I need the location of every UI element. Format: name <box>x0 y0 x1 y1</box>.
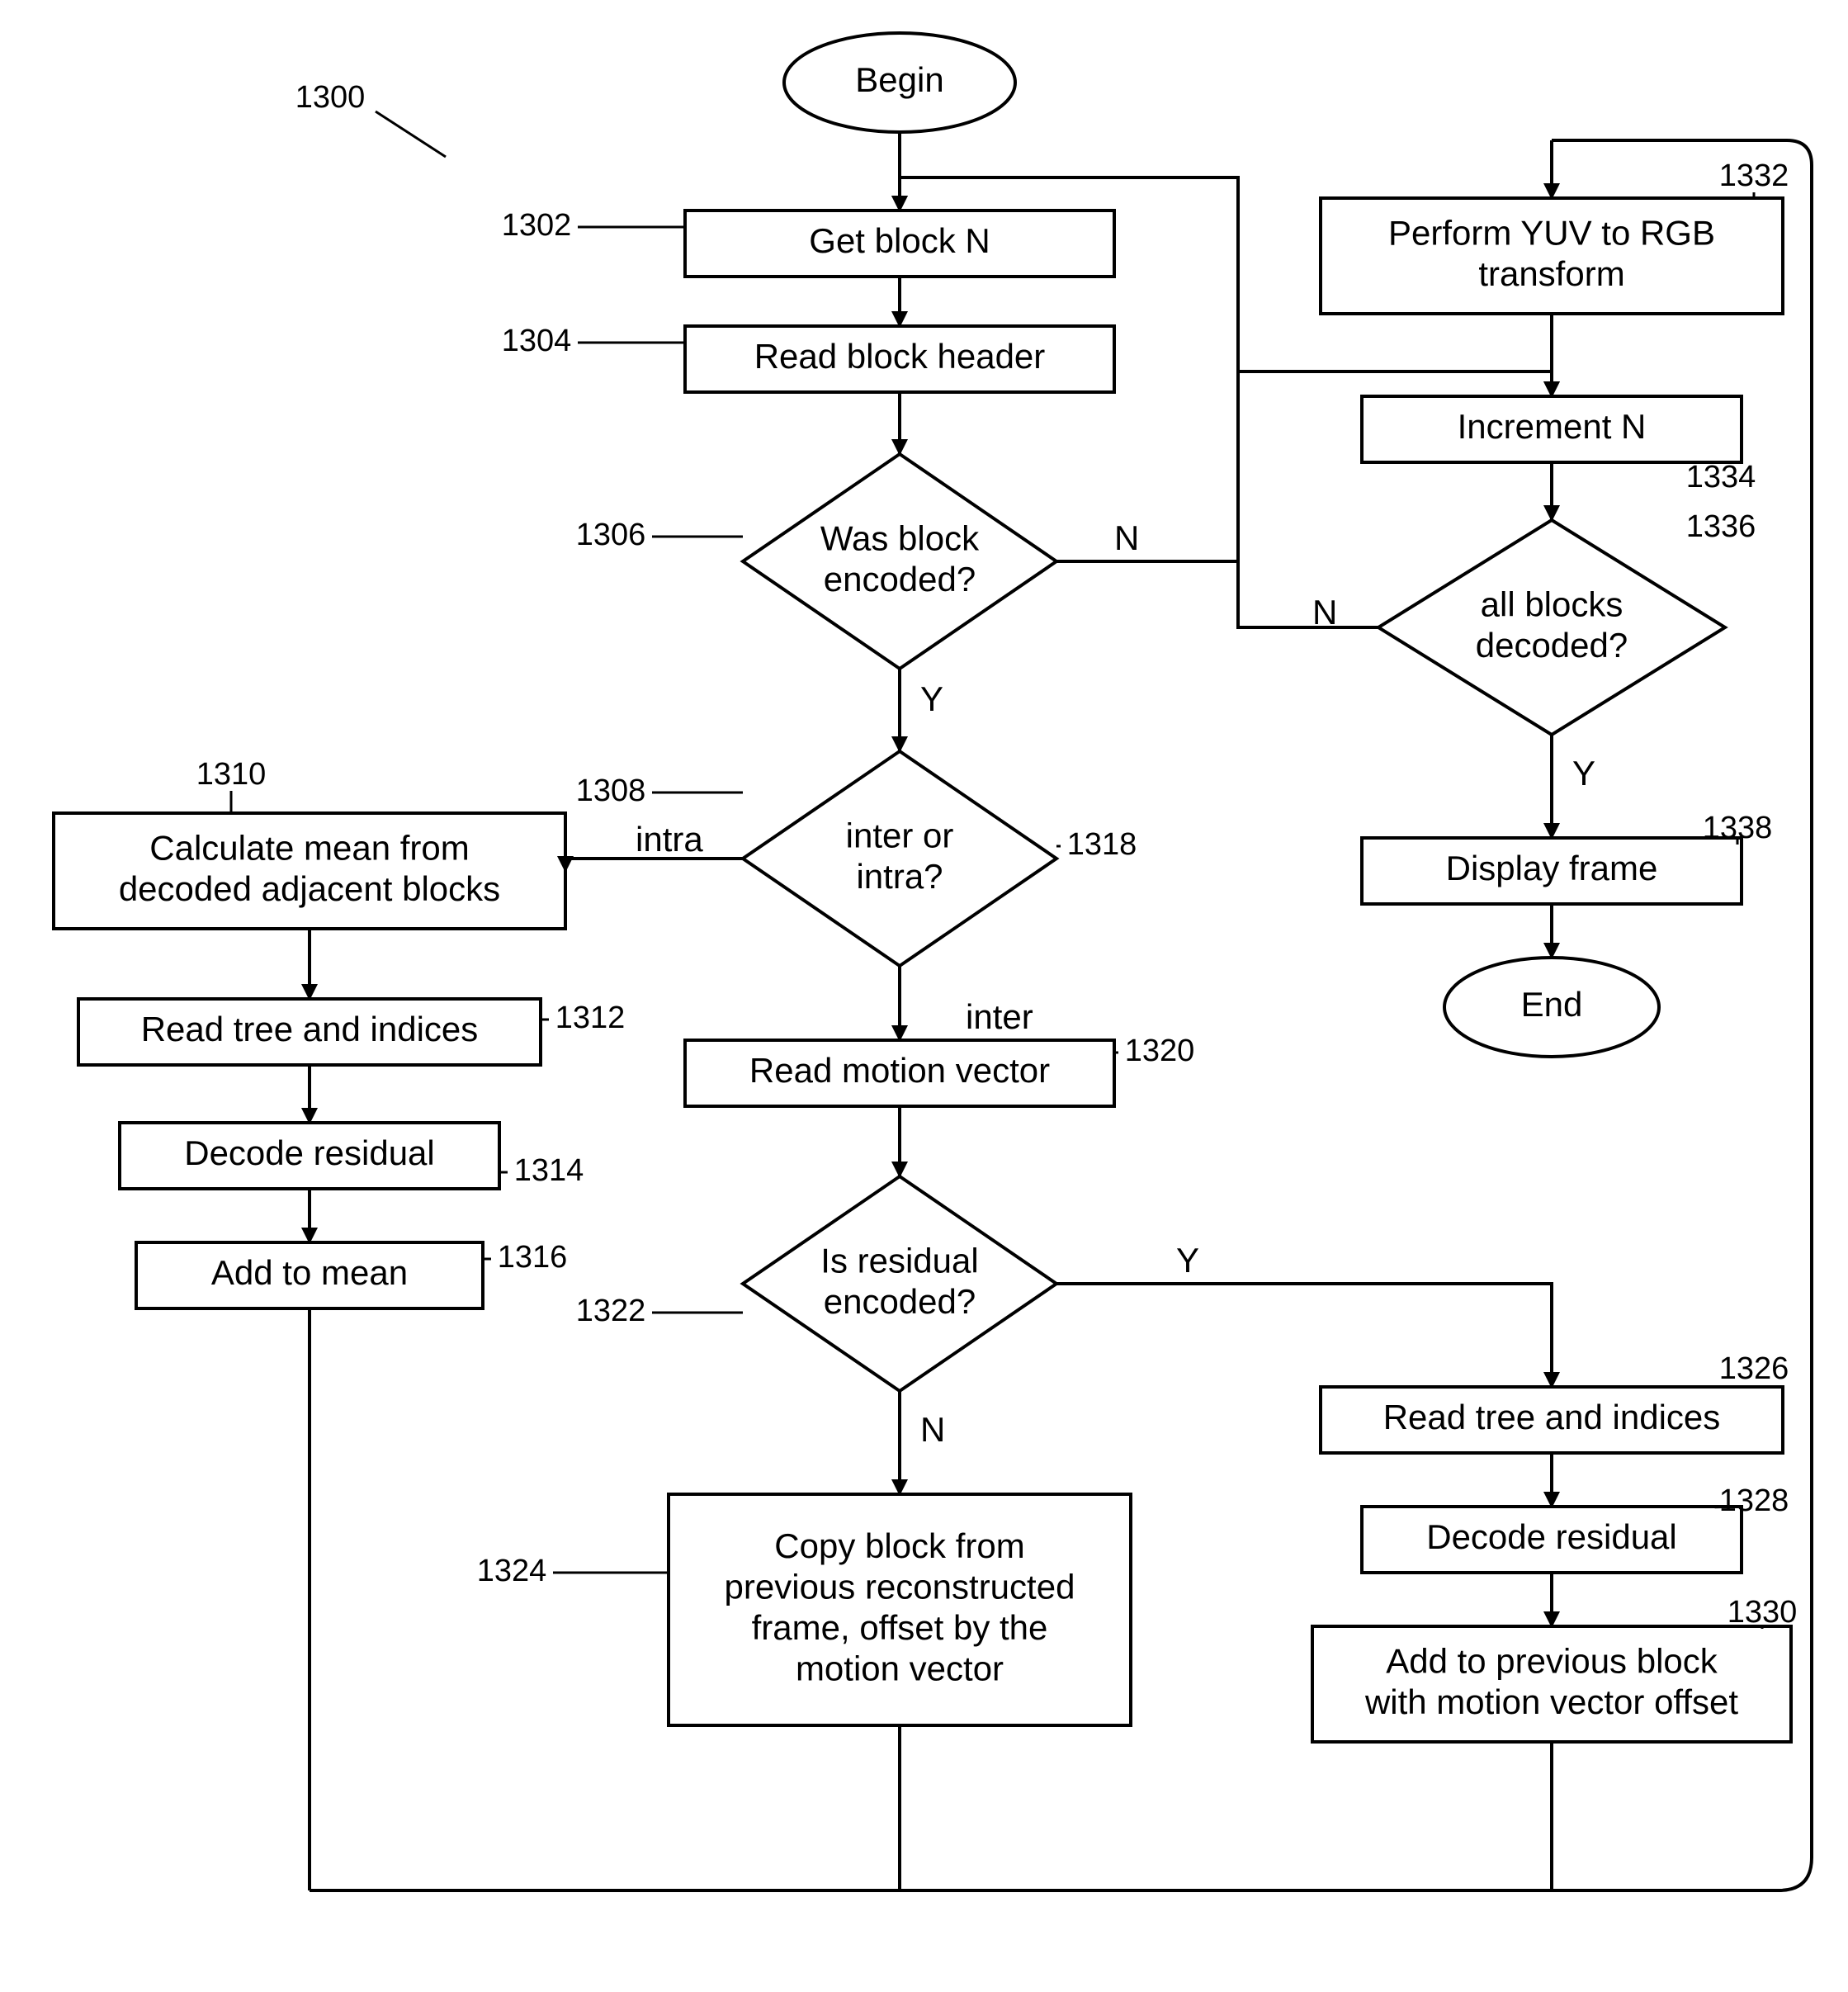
n1302-label: Get block N <box>809 221 990 260</box>
n1308-ref2: 1318 <box>1067 827 1137 862</box>
branch-n1322_Y: Y <box>1176 1241 1199 1280</box>
n1330-ref: 1330 <box>1727 1595 1798 1630</box>
n1332-label: transform <box>1478 254 1624 293</box>
n1326-label: Read tree and indices <box>1383 1398 1721 1436</box>
branch-n1336_Y: Y <box>1572 754 1595 793</box>
n1310-label: Calculate mean from <box>149 828 470 867</box>
n1302-ref: 1302 <box>502 208 572 243</box>
branch-n1306_N: N <box>1114 518 1139 557</box>
branch-n1336_N: N <box>1312 593 1337 632</box>
n1322-ref: 1322 <box>576 1294 646 1328</box>
n1306-ref: 1306 <box>576 518 646 552</box>
n1334-ref: 1334 <box>1686 460 1756 494</box>
e-1308-1310 <box>565 859 743 871</box>
end-label: End <box>1521 985 1583 1024</box>
n1316-ref: 1316 <box>498 1240 568 1275</box>
branch-n1308_intra: intra <box>636 820 703 859</box>
e-1322Y-1326 <box>1056 1284 1552 1387</box>
n1316-label: Add to mean <box>211 1253 408 1292</box>
n1336-ref: 1336 <box>1686 509 1756 544</box>
branch-n1308_inter: inter <box>966 997 1033 1036</box>
diagram-ref: 1300 <box>295 80 366 115</box>
n1324-label: Copy block from <box>774 1526 1024 1565</box>
n1310-label: decoded adjacent blocks <box>119 869 500 908</box>
n1308-ref: 1308 <box>576 774 646 808</box>
n1322-label: Is residual <box>820 1241 978 1280</box>
branch-n1306_Y: Y <box>920 679 943 718</box>
n1334-label: Increment N <box>1458 407 1647 446</box>
n1330-label: Add to previous block <box>1386 1641 1718 1680</box>
n1336-label: decoded? <box>1476 626 1628 665</box>
n1322-label: encoded? <box>824 1282 976 1321</box>
n1304-ref: 1304 <box>502 324 572 358</box>
n1332-label: Perform YUV to RGB <box>1388 213 1715 252</box>
n1338-label: Display frame <box>1446 849 1658 887</box>
n1328-label: Decode residual <box>1426 1517 1677 1556</box>
n1314-ref: 1314 <box>514 1153 584 1188</box>
n1308-label: intra? <box>856 857 943 896</box>
n1332-ref: 1332 <box>1719 159 1789 193</box>
n1324-label: motion vector <box>796 1649 1004 1687</box>
branch-n1322_N: N <box>920 1410 945 1449</box>
n1320-ref: 1320 <box>1125 1034 1195 1068</box>
n1324-label: previous reconstructed <box>725 1567 1075 1606</box>
n1336-label: all blocks <box>1481 584 1623 623</box>
n1326-ref: 1326 <box>1719 1351 1789 1386</box>
begin-label: Begin <box>855 60 943 99</box>
n1310-ref: 1310 <box>196 757 267 792</box>
n1308-label: inter or <box>846 816 954 854</box>
n1324-label: frame, offset by the <box>752 1608 1048 1647</box>
n1306-label: encoded? <box>824 560 976 599</box>
n1330-label: with motion vector offset <box>1364 1682 1738 1721</box>
n1328-ref: 1328 <box>1719 1483 1789 1518</box>
n1320-label: Read motion vector <box>749 1051 1050 1090</box>
n1304-label: Read block header <box>754 337 1046 376</box>
n1314-label: Decode residual <box>184 1133 435 1172</box>
n1324-ref: 1324 <box>477 1554 547 1588</box>
n1306-label: Was block <box>820 518 980 557</box>
diagram-ref-leader <box>376 111 446 157</box>
n1312-ref: 1312 <box>555 1001 626 1035</box>
n1312-label: Read tree and indices <box>141 1010 479 1048</box>
